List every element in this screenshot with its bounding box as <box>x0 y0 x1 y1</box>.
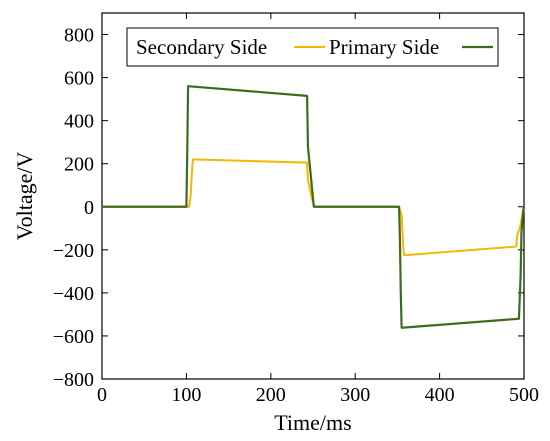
series-line-primary <box>102 85 526 329</box>
y-tick-label: 0 <box>84 197 94 219</box>
y-tick-label: 600 <box>64 68 94 90</box>
x-tick-label: 0 <box>97 384 107 406</box>
x-tick-label: 400 <box>425 384 455 406</box>
y-axis-title: Voltage/V <box>12 151 37 240</box>
y-tick-label: 200 <box>64 154 94 176</box>
y-tick-label: −200 <box>53 240 94 262</box>
plot-frame <box>101 12 525 380</box>
legend-label-secondary: Secondary Side <box>136 35 267 59</box>
x-axis-title: Time/ms <box>274 410 351 435</box>
axis-ticks <box>101 13 525 380</box>
legend-label-primary: Primary Side <box>329 35 439 59</box>
y-tick-label: −400 <box>53 283 94 305</box>
x-tick-label: 500 <box>509 384 539 406</box>
series-lines <box>102 85 526 329</box>
y-tick-label: 800 <box>64 25 94 47</box>
axis-tick-labels: 0 100 200 300 400 500 −800 −600 −400 −200 0 200 400 6… <box>53 25 539 406</box>
y-tick-label: −600 <box>53 326 94 348</box>
x-tick-label: 300 <box>340 384 370 406</box>
y-tick-label: 400 <box>64 111 94 133</box>
x-tick-label: 100 <box>171 384 201 406</box>
legend: Secondary Side Primary Side <box>126 27 499 67</box>
x-tick-label: 200 <box>256 384 286 406</box>
y-tick-label: −800 <box>53 369 94 391</box>
